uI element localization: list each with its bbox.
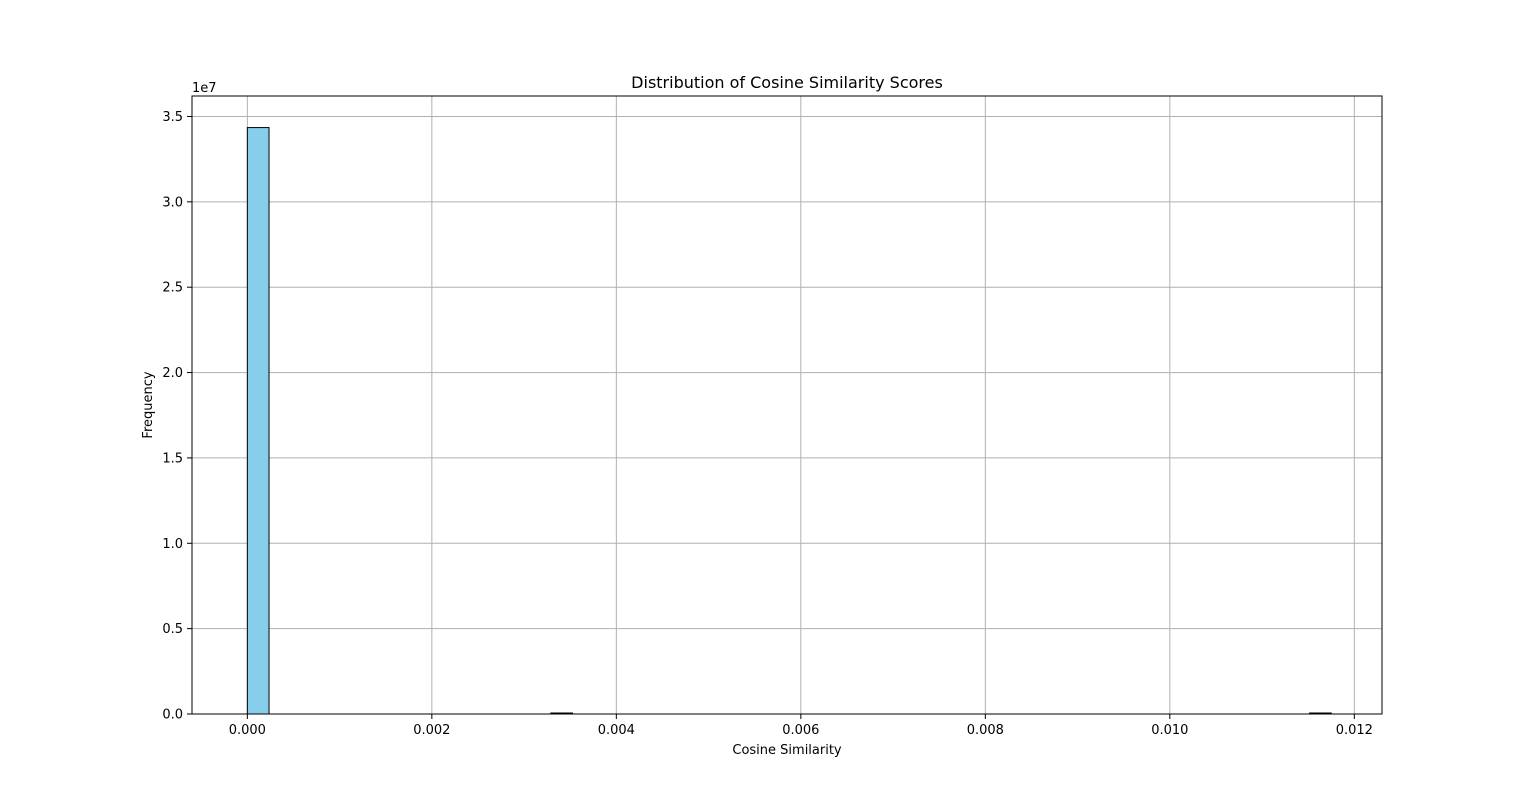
plot-frame: [191, 95, 1383, 715]
x-tick-label-1: 0.002: [413, 723, 450, 738]
y-axis-label: Frequency: [141, 371, 156, 438]
y-tick-label-5: 2.5: [162, 281, 183, 296]
x-tick-label-3: 0.006: [782, 723, 819, 738]
x-axis-ticks: 0.000 0.002 0.004 0.006 0.008 0.010 0.012: [229, 714, 1373, 738]
y-tick-label-4: 2.0: [162, 366, 183, 381]
y-axis-offset-text: 1e7: [192, 81, 217, 96]
y-tick-label-3: 1.5: [162, 451, 183, 466]
x-tick-label-6: 0.012: [1336, 723, 1373, 738]
x-tick-label-0: 0.000: [229, 723, 266, 738]
x-tick-label-5: 0.010: [1151, 723, 1188, 738]
y-axis-ticks: 0.0 0.5 1.0 1.5 2.0 2.5 3.0 3.5: [162, 110, 192, 723]
y-tick-label-1: 0.5: [162, 622, 183, 637]
chart-title: Distribution of Cosine Similarity Scores: [631, 73, 943, 92]
x-tick-label-4: 0.008: [967, 723, 1004, 738]
plot-area-background: [192, 96, 1382, 714]
x-axis-label: Cosine Similarity: [732, 743, 842, 758]
y-tick-label-0: 0.0: [162, 708, 183, 723]
y-tick-label-7: 3.5: [162, 110, 183, 125]
y-tick-label-2: 1.0: [162, 537, 183, 552]
x-tick-label-2: 0.004: [598, 723, 635, 738]
histogram-bar-0: [246, 127, 270, 715]
y-tick-label-6: 3.0: [162, 195, 183, 210]
